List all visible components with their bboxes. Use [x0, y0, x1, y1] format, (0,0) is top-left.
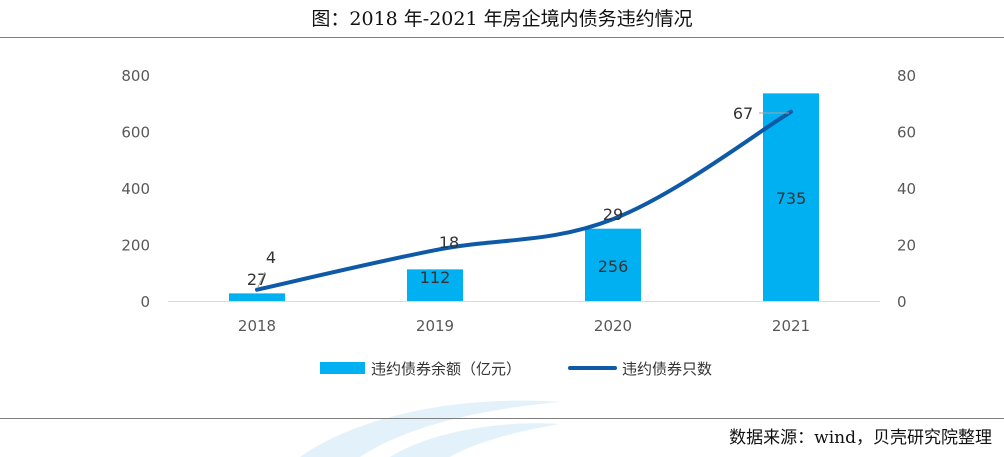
line-value-label: 4	[266, 248, 276, 267]
y-right-tick-label: 60	[897, 124, 916, 142]
bar-2019	[407, 269, 463, 301]
leader-line	[257, 271, 266, 288]
y-left-tick-label: 800	[121, 67, 150, 85]
line-value-label: 18	[439, 233, 459, 252]
bar-value-label: 256	[598, 257, 629, 276]
source-note: 数据来源：wind，贝壳研究院整理	[729, 428, 992, 448]
legend-swatch-bar	[320, 362, 365, 374]
y-right-tick-label: 80	[897, 67, 916, 85]
bar-2021	[763, 93, 819, 301]
line-value-label: 29	[603, 205, 623, 224]
y-right-tick-label: 0	[897, 293, 907, 311]
watermark-swoosh-2	[390, 423, 560, 457]
y-right-tick-label: 20	[897, 237, 916, 255]
x-tick-label: 2020	[594, 317, 632, 335]
title-divider	[0, 37, 1004, 38]
legend-label-line: 违约债券只数	[622, 360, 712, 378]
series-line-count	[255, 109, 793, 292]
x-tick-label: 2021	[772, 317, 810, 335]
bar-2020	[585, 228, 641, 301]
bar-value-label: 112	[420, 268, 451, 287]
y-left-tick-label: 400	[121, 180, 150, 198]
watermark-swoosh	[300, 400, 560, 457]
x-tick-label: 2019	[416, 317, 454, 335]
y-left-tick-label: 600	[121, 124, 150, 142]
source-divider	[0, 418, 1004, 419]
combo-chart: 0 200 400 600 800 0 20 40 60 80 2018 2019 2020 2021 27…	[121, 67, 916, 378]
y-right-tick-label: 40	[897, 180, 916, 198]
y-left-tick-label: 0	[140, 293, 150, 311]
line-value-label: 67	[733, 104, 753, 123]
legend-label-bar: 违约债券余额（亿元）	[371, 360, 521, 378]
y-left-tick-label: 200	[121, 237, 150, 255]
bar-value-label: 735	[776, 189, 807, 208]
bar-value-label: 27	[247, 270, 267, 289]
x-tick-label: 2018	[238, 317, 276, 335]
chart-title: 图：2018 年-2021 年房企境内债务违约情况	[311, 8, 693, 30]
bar-2018	[229, 293, 285, 301]
